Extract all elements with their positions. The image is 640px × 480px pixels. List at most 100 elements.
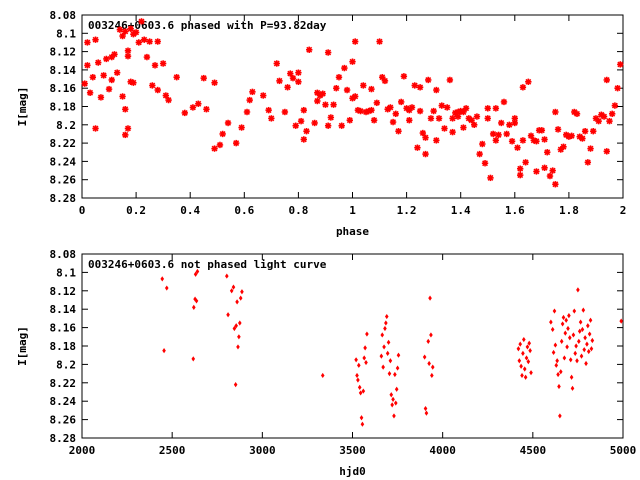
data-point	[617, 61, 624, 68]
data-point	[216, 141, 224, 149]
y-tick-label: 8.14	[50, 303, 77, 316]
data-point	[368, 106, 375, 114]
data-point	[314, 97, 321, 105]
data-point	[492, 105, 500, 112]
data-point	[522, 336, 526, 343]
data-point	[95, 59, 102, 66]
data-point	[498, 119, 505, 127]
data-point	[311, 119, 318, 127]
data-point	[538, 127, 546, 134]
data-point	[324, 49, 332, 56]
data-point	[521, 350, 525, 356]
data-point	[492, 137, 500, 144]
data-point	[119, 32, 126, 40]
data-point	[590, 128, 597, 135]
data-point	[518, 341, 523, 347]
data-point	[146, 38, 153, 45]
data-point	[484, 115, 491, 122]
data-point	[460, 124, 467, 131]
data-point	[449, 128, 456, 136]
data-point	[416, 107, 424, 115]
data-point	[360, 82, 367, 89]
data-point	[219, 130, 226, 138]
data-point	[590, 337, 595, 344]
data-point	[396, 352, 401, 358]
data-point	[430, 107, 437, 115]
data-point	[92, 36, 99, 43]
x-tick-label: 0.2	[126, 204, 146, 217]
data-point	[525, 344, 530, 350]
data-point	[408, 104, 416, 111]
data-point	[193, 296, 197, 302]
data-point	[287, 70, 294, 77]
data-point	[322, 101, 329, 108]
data-point	[379, 353, 384, 359]
data-point	[149, 82, 156, 89]
data-point	[319, 90, 326, 97]
chart-title: 003246+0603.6 phased with P=93.82day	[88, 19, 327, 32]
data-point	[438, 102, 445, 109]
y-tick-label: 8.22	[50, 137, 77, 150]
data-point	[389, 118, 397, 126]
data-point	[443, 104, 451, 111]
data-point	[395, 128, 402, 135]
data-point	[424, 410, 429, 416]
data-point	[423, 405, 428, 412]
data-point	[376, 38, 383, 45]
data-point	[514, 144, 521, 151]
data-point	[330, 101, 337, 108]
data-point	[558, 369, 563, 375]
data-point	[292, 122, 299, 129]
data-point	[571, 332, 576, 338]
data-point	[416, 84, 424, 91]
data-point	[122, 131, 129, 139]
data-point	[429, 332, 433, 338]
data-point	[558, 413, 562, 419]
data-point	[124, 125, 132, 132]
data-point	[559, 338, 564, 344]
data-point	[360, 421, 365, 427]
x-tick-label: 1.8	[559, 204, 579, 217]
data-point	[392, 110, 399, 118]
data-point	[295, 78, 302, 85]
data-point	[460, 108, 467, 116]
data-point	[181, 109, 188, 117]
x-tick-label: 5000	[610, 444, 637, 457]
data-point	[427, 115, 435, 122]
y-tick-label: 8.24	[50, 155, 77, 168]
data-point	[430, 364, 435, 370]
data-point	[446, 76, 454, 84]
data-point	[433, 137, 440, 144]
data-point	[400, 73, 408, 80]
data-point	[560, 321, 565, 327]
data-point	[554, 126, 562, 133]
data-point	[108, 76, 115, 84]
data-point	[406, 117, 413, 124]
y-tick-label: 8.18	[50, 340, 77, 353]
data-point	[517, 358, 522, 364]
data-point	[506, 121, 513, 128]
y-tick-label: 8.28	[50, 432, 77, 445]
data-point	[395, 365, 400, 371]
x-tick-label: 2	[620, 204, 627, 217]
data-point	[563, 330, 568, 336]
y-tick-label: 8.24	[50, 395, 77, 408]
data-point	[580, 326, 585, 333]
data-point	[357, 384, 362, 390]
data-point	[422, 150, 429, 158]
data-point	[383, 325, 387, 332]
x-tick-label: 1	[349, 204, 356, 217]
data-point	[575, 358, 579, 364]
data-point	[562, 355, 567, 361]
data-point	[588, 317, 593, 323]
data-point	[606, 117, 613, 125]
data-point	[84, 62, 91, 69]
data-point	[550, 326, 555, 333]
y-tick-label: 8.08	[50, 9, 77, 22]
data-point	[556, 371, 560, 378]
data-point	[306, 46, 313, 53]
data-point	[364, 359, 368, 366]
data-point	[97, 94, 105, 101]
x-tick-label: 1.6	[505, 204, 525, 217]
